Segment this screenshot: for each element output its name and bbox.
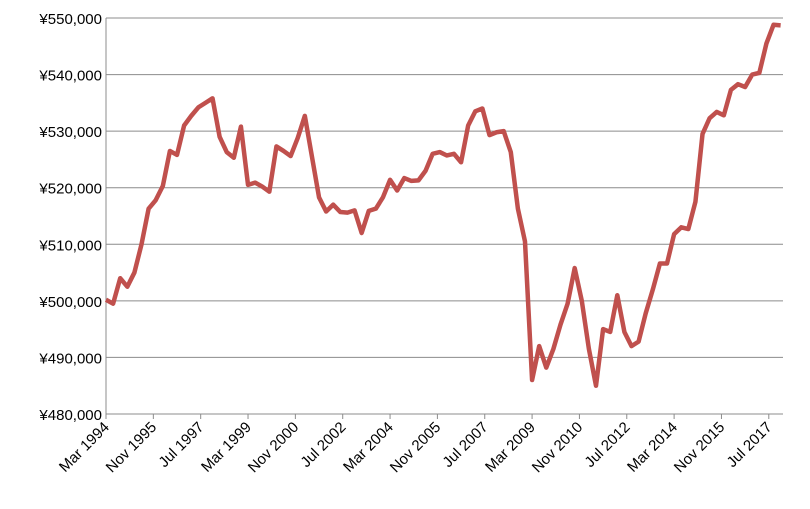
y-tick-label: ¥500,000 — [38, 294, 102, 311]
x-tick-label: Nov 2000 — [245, 419, 302, 476]
y-tick-label: ¥550,000 — [38, 11, 102, 28]
x-tick-label: Nov 2005 — [387, 419, 444, 476]
line-series — [104, 22, 781, 388]
x-tick-label: Nov 2010 — [529, 419, 586, 476]
y-tick-label: ¥490,000 — [38, 350, 102, 367]
y-tick-label: ¥480,000 — [38, 407, 102, 424]
x-tick-label: Jul 2017 — [723, 419, 775, 471]
y-tick-label: ¥520,000 — [38, 181, 102, 198]
y-tick-label: ¥510,000 — [38, 237, 102, 254]
x-tick-label: Nov 1995 — [103, 419, 160, 476]
x-tick-label: Nov 2015 — [671, 419, 728, 476]
y-tick-label: ¥530,000 — [38, 124, 102, 141]
y-tick-label: ¥540,000 — [38, 68, 102, 85]
